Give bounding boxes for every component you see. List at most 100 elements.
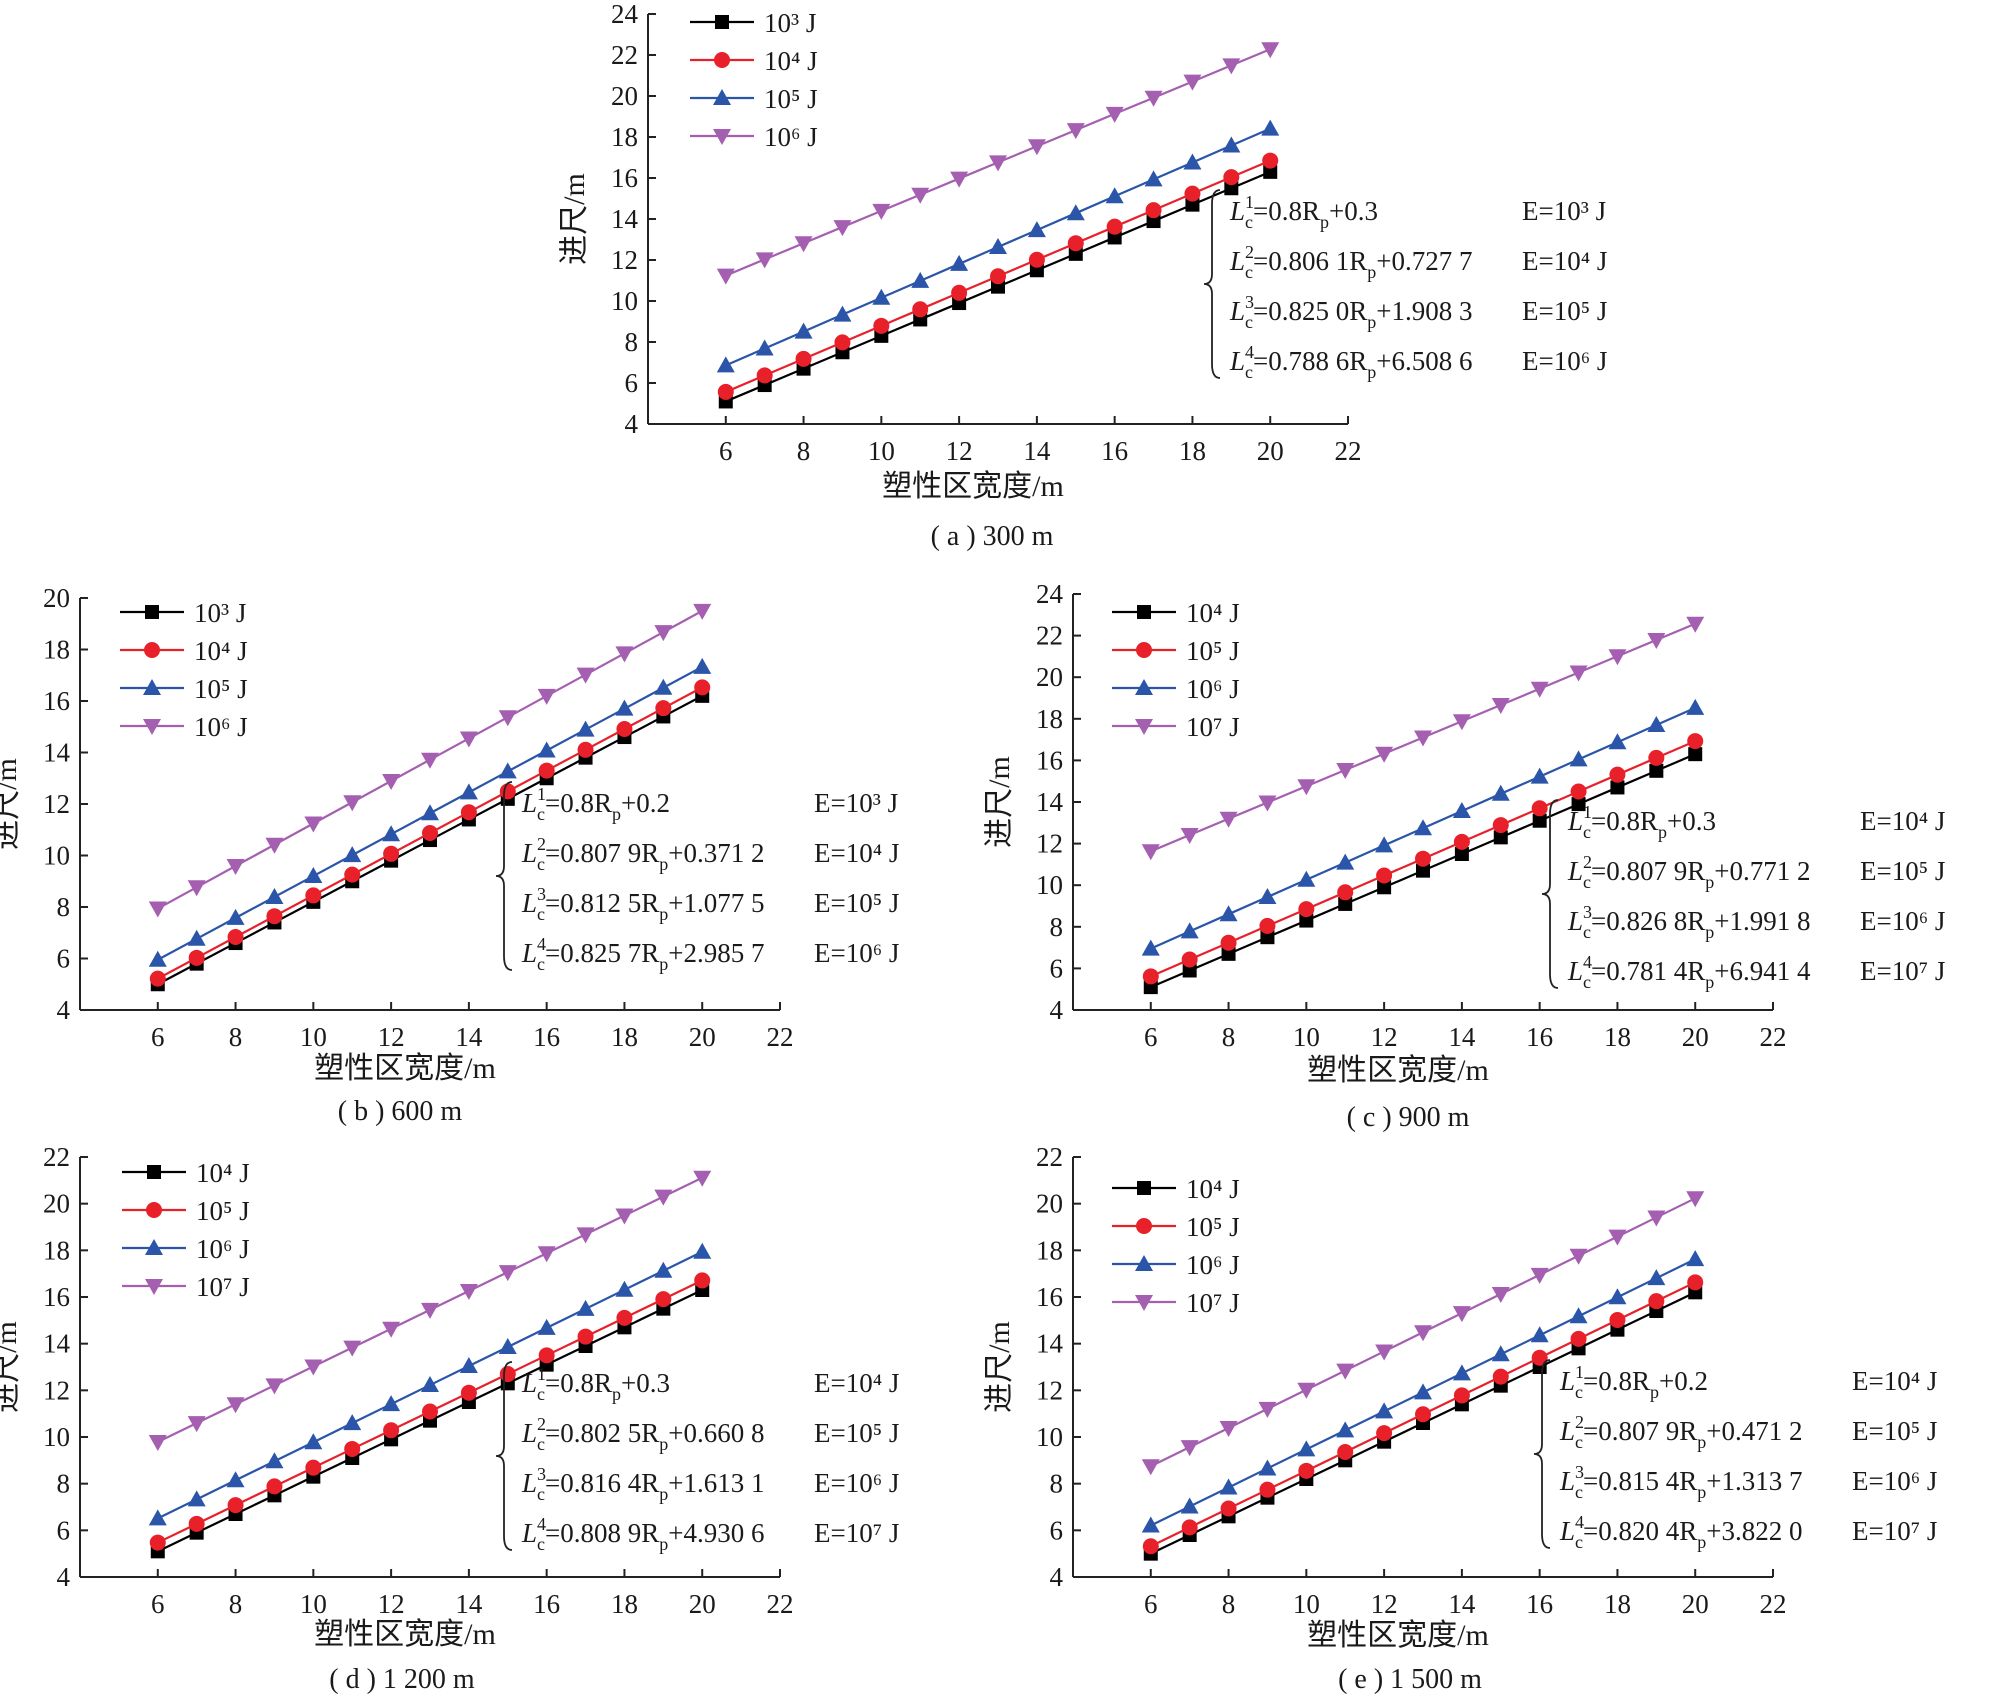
equation-part: L bbox=[521, 1518, 537, 1548]
x-tick-label: 8 bbox=[229, 1022, 243, 1052]
data-point bbox=[577, 741, 594, 758]
legend-entry-0: 10⁴ J bbox=[122, 1158, 250, 1188]
energy-label: E=10⁶ J bbox=[814, 938, 899, 968]
x-tick-label: 12 bbox=[946, 436, 973, 466]
data-point bbox=[1571, 797, 1586, 812]
data-point bbox=[148, 1435, 167, 1452]
data-point bbox=[421, 1302, 439, 1319]
data-point bbox=[756, 367, 773, 384]
y-tick-label: 16 bbox=[1036, 745, 1063, 775]
data-point bbox=[1686, 698, 1705, 715]
y-tick-label: 18 bbox=[1036, 704, 1063, 734]
data-point bbox=[422, 1403, 438, 1420]
equation-part: +0.2 bbox=[1659, 1366, 1708, 1396]
data-point bbox=[1648, 1293, 1665, 1310]
equation-part: p bbox=[1658, 822, 1667, 842]
data-point bbox=[304, 1433, 323, 1450]
equation-part: +0.727 7 bbox=[1376, 246, 1472, 276]
legend-label: 10⁶ J bbox=[764, 122, 818, 152]
equation-part: p bbox=[1697, 1482, 1706, 1502]
data-point bbox=[693, 603, 712, 620]
regression-equation: L1 c=0.8Rp+0.3 bbox=[1567, 802, 1716, 842]
data-point bbox=[1261, 119, 1280, 136]
legend-label: 10⁷ J bbox=[196, 1272, 250, 1302]
data-point bbox=[716, 268, 735, 285]
legend-entry-1: 10⁴ J bbox=[120, 636, 248, 666]
equation-part: 4 bbox=[537, 1514, 546, 1534]
regression-equation: L4 c=0.808 9Rp+4.930 6 bbox=[521, 1514, 765, 1554]
legend-marker bbox=[1135, 719, 1153, 735]
data-point bbox=[1298, 901, 1315, 918]
data-point bbox=[344, 1440, 361, 1457]
y-tick-label: 16 bbox=[43, 686, 70, 716]
data-point bbox=[1261, 42, 1280, 59]
y-tick-label: 14 bbox=[611, 204, 639, 234]
regression-equation: L4 c=0.781 4Rp+6.941 4 bbox=[1567, 952, 1811, 992]
equation-brace bbox=[1203, 189, 1221, 379]
data-point bbox=[1647, 1210, 1666, 1227]
regression-equation: L1 c=0.8Rp+0.2 bbox=[521, 784, 670, 824]
data-point bbox=[343, 846, 362, 863]
equation-part: p bbox=[612, 1384, 621, 1404]
data-point bbox=[795, 350, 812, 367]
data-point bbox=[1375, 1344, 1394, 1361]
x-tick-label: 6 bbox=[1144, 1589, 1158, 1619]
equation-part: 1 bbox=[1575, 1362, 1584, 1382]
data-point bbox=[1377, 880, 1392, 895]
data-point bbox=[1452, 1364, 1471, 1381]
data-point bbox=[1609, 766, 1626, 783]
data-point bbox=[1142, 968, 1159, 985]
legend-entry-2: 10⁶ J bbox=[1112, 674, 1240, 704]
legend-marker bbox=[143, 719, 161, 735]
x-axis-label: 塑性区宽度/m bbox=[314, 1052, 496, 1085]
y-tick-label: 22 bbox=[1036, 1142, 1063, 1172]
y-tick-label: 20 bbox=[611, 81, 638, 111]
data-point bbox=[1258, 1401, 1277, 1418]
legend-entry-0: 10⁴ J bbox=[1112, 598, 1240, 628]
x-tick-label: 14 bbox=[455, 1589, 483, 1619]
legend-label: 10⁷ J bbox=[1186, 1288, 1240, 1318]
data-point bbox=[382, 1395, 401, 1412]
x-tick-label: 20 bbox=[1257, 436, 1284, 466]
equation-part: +0.771 2 bbox=[1714, 856, 1810, 886]
data-point bbox=[1491, 698, 1510, 715]
data-point bbox=[577, 1328, 594, 1345]
equation-part: p bbox=[659, 954, 668, 974]
data-point bbox=[1180, 1440, 1199, 1457]
series-1 bbox=[717, 152, 1279, 400]
legend-label: 10³ J bbox=[194, 598, 246, 628]
equation-part: =0.807 9R bbox=[1591, 856, 1705, 886]
equation-part: c bbox=[1583, 822, 1591, 842]
data-point bbox=[1337, 884, 1354, 901]
data-point bbox=[382, 825, 401, 842]
data-point bbox=[265, 1378, 284, 1395]
energy-label: E=10⁴ J bbox=[1860, 806, 1945, 836]
data-point bbox=[187, 1416, 206, 1433]
energy-label: E=10⁵ J bbox=[1860, 856, 1945, 886]
data-point bbox=[460, 804, 477, 821]
equation-part: p bbox=[659, 1534, 668, 1554]
data-point bbox=[1608, 649, 1627, 666]
equation-part: 1 bbox=[1245, 192, 1254, 212]
equation-part: 3 bbox=[1575, 1462, 1584, 1482]
data-point bbox=[950, 171, 969, 188]
equation-part: +4.930 6 bbox=[668, 1518, 764, 1548]
equation-part: =0.820 4R bbox=[1583, 1516, 1697, 1546]
legend-label: 10⁷ J bbox=[1186, 712, 1240, 742]
equation-part: c bbox=[1245, 312, 1253, 332]
data-point bbox=[1182, 963, 1197, 978]
energy-label: E=10⁶ J bbox=[814, 1468, 899, 1498]
data-point bbox=[1530, 681, 1549, 698]
data-point bbox=[305, 887, 322, 904]
x-tick-label: 20 bbox=[1682, 1022, 1709, 1052]
data-point bbox=[421, 804, 439, 821]
data-point bbox=[615, 1208, 634, 1225]
y-tick-label: 16 bbox=[1036, 1282, 1063, 1312]
x-tick-label: 14 bbox=[455, 1022, 483, 1052]
equation-part: c bbox=[537, 804, 545, 824]
energy-label: E=10⁶ J bbox=[1852, 1466, 1937, 1496]
equation-part: +0.3 bbox=[621, 1368, 670, 1398]
data-point bbox=[1452, 1306, 1471, 1323]
equation-part: L bbox=[1229, 246, 1245, 276]
equation-part: 2 bbox=[1583, 852, 1592, 872]
